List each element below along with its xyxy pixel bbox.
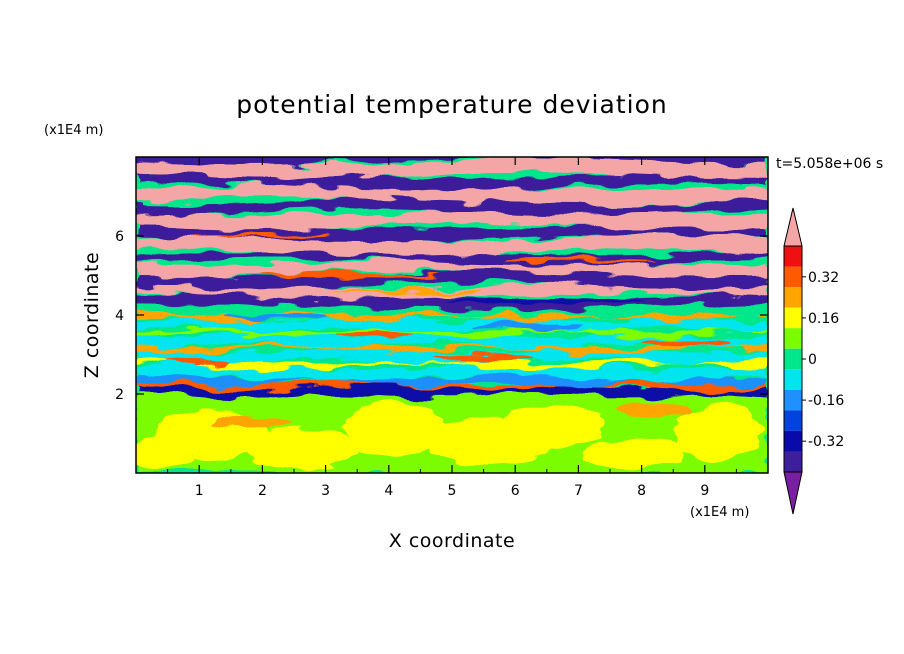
colorbar-tick-label: 0.16 [808,311,839,327]
x-axis-title: X coordinate [389,530,515,552]
time-stamp: t=5.058e+06 s [776,156,883,172]
colorbar-segment [784,266,802,288]
contour-bands [136,157,768,473]
contour-patch [433,354,535,363]
contour-patch [584,437,686,470]
x-tick-label: 2 [258,483,267,499]
contour-patch [502,257,655,262]
contour-patch [224,314,326,320]
plot-area [136,157,768,473]
colorbar-tick-label: 0.32 [808,270,839,286]
colorbar-segment [784,389,802,411]
colorbar-segment [784,348,802,370]
contour-patch [673,405,762,462]
contour-band [136,270,768,289]
colorbar-segment [784,430,802,452]
contour-band [136,157,768,179]
colorbar-segment [784,410,802,431]
y-tick-label: 6 [115,229,124,245]
y-axis: 2 4 6 [115,229,768,403]
contour-patch [344,401,446,458]
contour-patch [167,359,231,366]
contour-patch [211,413,288,430]
contour-patch [616,401,693,418]
contour-patch [262,273,440,278]
x-tick-label: 5 [448,483,457,499]
colorbar-tick-label: 0 [808,352,817,368]
colorbar-segment [784,287,802,308]
contour-patch [331,289,484,294]
contour-band [136,183,768,204]
colorbar-tick-label: -0.16 [808,393,844,409]
y-tick-label: 2 [115,387,124,403]
contour-patch [502,401,604,450]
contour-patch [338,331,415,338]
x-tick-label: 3 [321,483,330,499]
contour-patch [192,234,332,238]
chart-title: potential temperature deviation [236,90,667,119]
contour-patch [470,322,585,331]
colorbar-segment [784,307,802,329]
x-tick-label: 8 [637,483,646,499]
contour-band [136,196,768,216]
colorbar-extend-max [783,207,803,247]
contour-patch [136,437,193,470]
colorbar: 0.32 0.16 0 -0.16 -0.32 [783,207,844,515]
colorbar-segment [784,369,802,390]
contour-band [136,315,768,332]
x-tick-label: 9 [700,483,709,499]
x-tick-label: 4 [384,483,393,499]
y-tick-label: 4 [115,308,124,324]
y-unit-label: (x1E4 m) [44,123,103,138]
colorbar-tick-label: -0.32 [808,434,844,450]
x-unit-label: (x1E4 m) [690,505,749,520]
contour-patch [445,298,648,305]
colorbar-segment [784,328,802,349]
x-tick-label: 1 [195,483,204,499]
y-axis-title: Z coordinate [81,252,103,378]
colorbar-extend-min [783,471,803,515]
colorbar-segment [784,451,802,472]
x-tick-label: 7 [574,483,583,499]
contour-patch [641,338,731,347]
x-tick-label: 6 [511,483,520,499]
x-axis: 1 2 3 4 5 6 7 8 9 [167,157,737,499]
colorbar-segment [784,246,802,267]
contour-patch [243,429,358,470]
contour-band [136,157,768,165]
